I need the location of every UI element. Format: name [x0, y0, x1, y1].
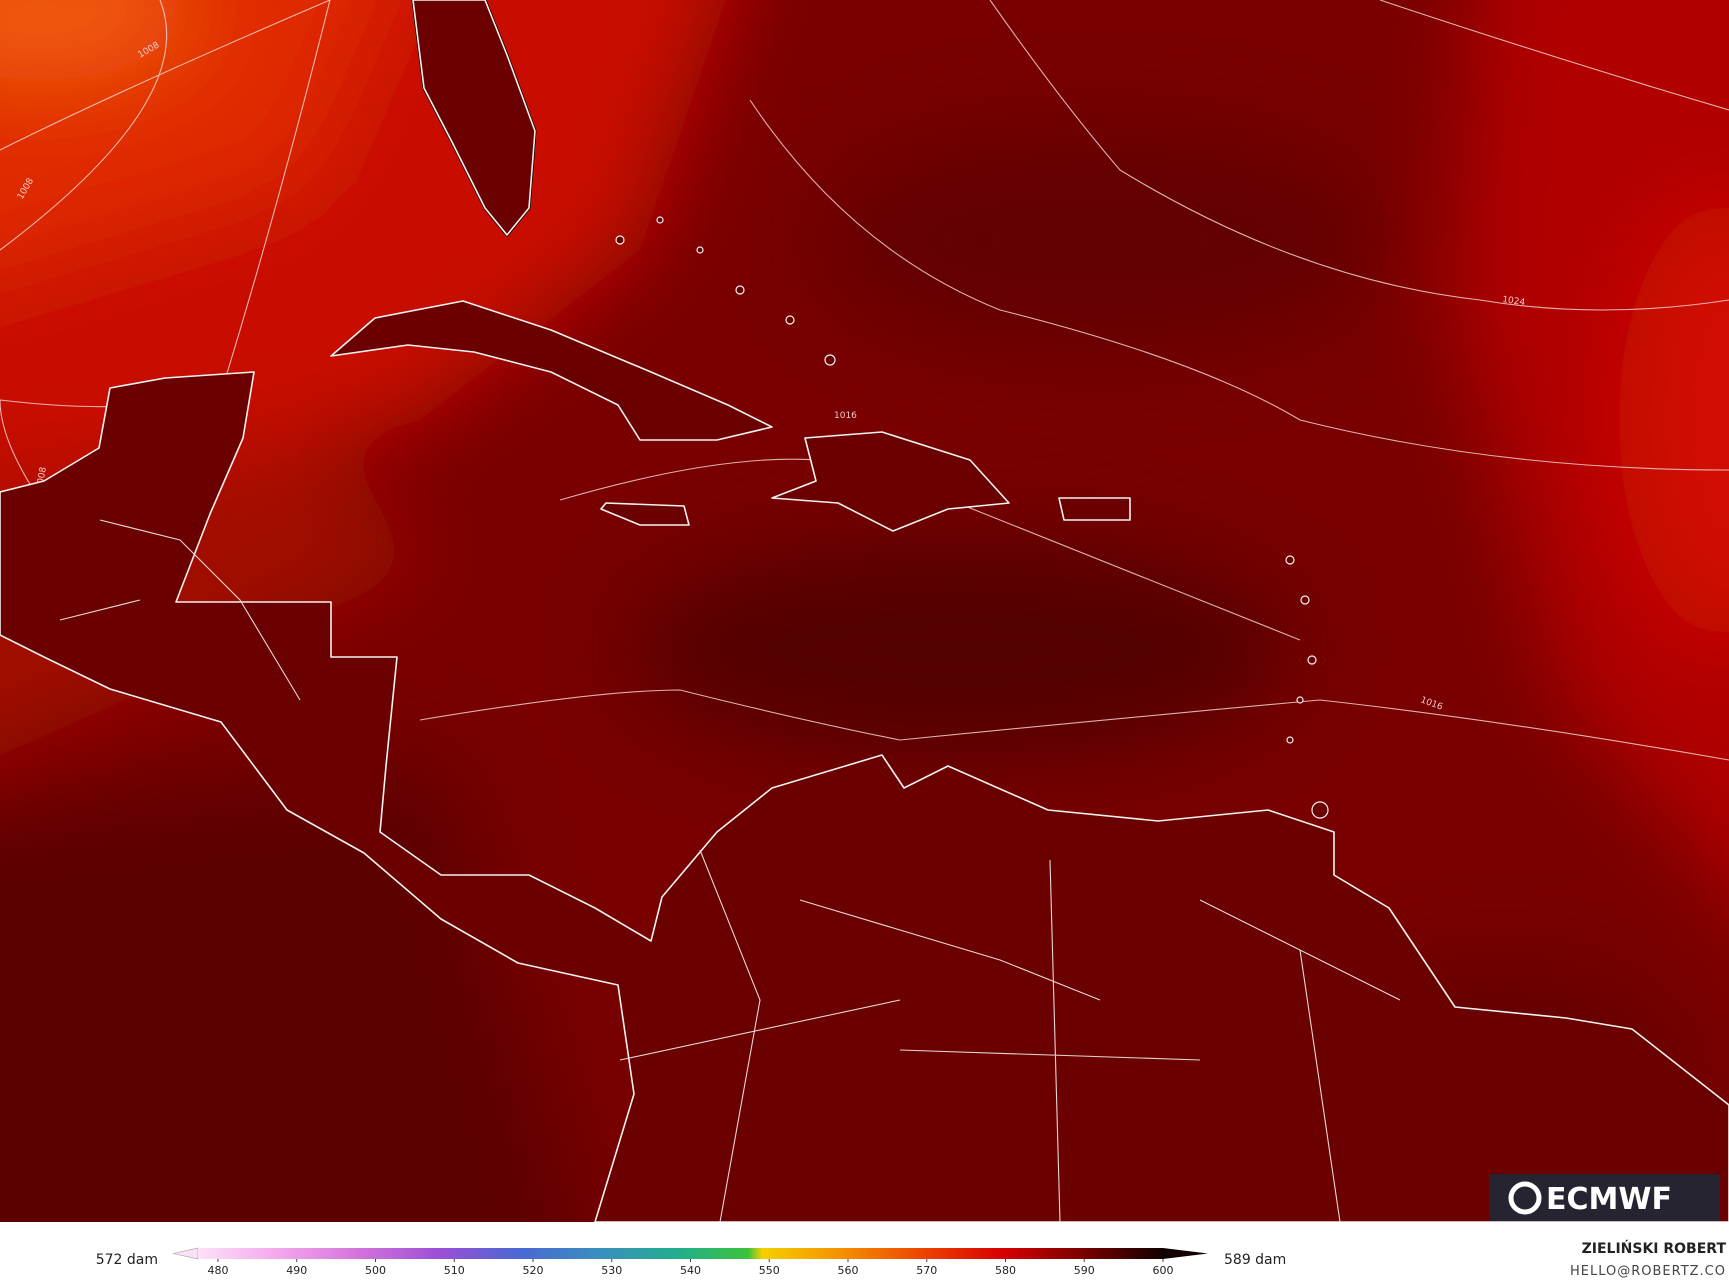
legend-min-label: 572 dam — [96, 1252, 158, 1268]
landmasses — [0, 0, 1729, 1222]
colorbar-tick-label: 510 — [444, 1264, 465, 1277]
central-south-america — [0, 371, 1729, 1222]
isobar-label: 1016 — [834, 411, 857, 421]
cuba — [330, 300, 773, 441]
colorbar-max-arrow — [1163, 1248, 1208, 1259]
colorbar-tick-label: 570 — [916, 1264, 937, 1277]
puerto-rico — [1058, 497, 1131, 521]
legend: 572 dam 589 dam 480 490 500 510 520 530 540 550… — [96, 1247, 1286, 1277]
colorbar-gradient — [198, 1248, 1163, 1259]
colorbar-tick-label: 590 — [1074, 1264, 1095, 1277]
colorbar-tick-label: 500 — [365, 1264, 386, 1277]
colorbar-tick-label: 530 — [601, 1264, 622, 1277]
colorbar-min-arrow — [172, 1247, 199, 1260]
credit-contact: HELLO@ROBERTZ.CO — [1570, 1264, 1726, 1279]
logo-text: ECMWF — [1546, 1182, 1672, 1217]
credit-author: ZIELIŃSKI ROBERT — [1582, 1239, 1727, 1257]
colorbar: 480 490 500 510 520 530 540 550 560 570 580 590 600 — [172, 1247, 1208, 1277]
colorbar-tick-label: 540 — [680, 1264, 701, 1277]
logo-box: ECMWF — [1489, 1174, 1720, 1221]
jamaica — [600, 502, 690, 526]
colorbar-tick-label: 550 — [759, 1264, 780, 1277]
hispaniola — [771, 431, 1010, 532]
colorbar-tick-label: 560 — [838, 1264, 859, 1277]
colorbar-tick-label: 480 — [208, 1264, 229, 1277]
florida — [412, 0, 536, 236]
isobar-label: 1024 — [1502, 295, 1526, 308]
colorbar-tick-label: 600 — [1153, 1264, 1174, 1277]
legend-max-label: 589 dam — [1224, 1252, 1286, 1268]
colorbar-tick-label: 580 — [995, 1264, 1016, 1277]
colorbar-tick-label: 490 — [286, 1264, 307, 1277]
colorbar-tick-label: 520 — [523, 1264, 544, 1277]
